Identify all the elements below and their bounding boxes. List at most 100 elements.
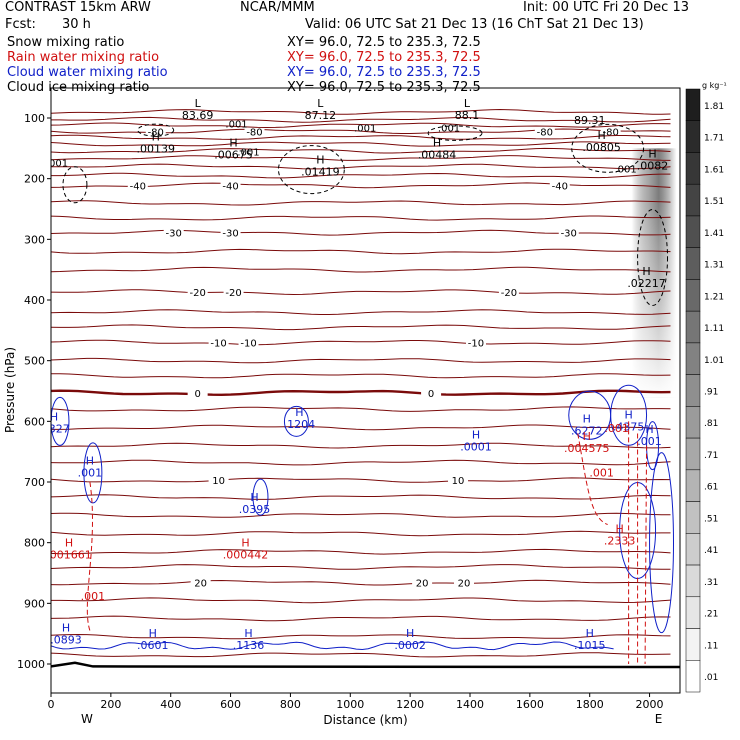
- cloud-water-contour: [83, 442, 103, 504]
- temp-label-bg: [208, 474, 229, 487]
- temp-contour: [51, 266, 671, 273]
- temp-label-bg: [534, 125, 555, 138]
- surface-line: [51, 661, 680, 669]
- colorbar-swatch: [685, 152, 701, 185]
- temp-label: -80: [148, 127, 164, 138]
- temp-label: 20: [458, 579, 471, 590]
- temp-contour: [51, 155, 671, 161]
- colorbar-swatch: [685, 501, 701, 534]
- temp-contour: [51, 248, 671, 255]
- temp-label: -20: [225, 288, 241, 299]
- high-marker: H: [433, 136, 441, 149]
- temp-contour: [51, 406, 671, 412]
- cloud-water-max-value: .4375: [613, 421, 645, 434]
- cloud-water-field-name: Cloud water mixing ratio: [7, 65, 168, 80]
- snow-field-name: Snow mixing ratio: [7, 35, 125, 50]
- cloud-ice-shading-fade: [631, 148, 677, 398]
- snow-contour-label: .001: [354, 123, 376, 134]
- temp-label-bg: [421, 386, 442, 399]
- x-tick-label: 0: [48, 698, 55, 711]
- extremum-value: 89.31: [574, 114, 606, 127]
- snow-contour: [571, 123, 645, 173]
- x-tick-label: 400: [160, 698, 181, 711]
- cloud-water-max-marker: H: [86, 455, 94, 468]
- x-axis-label: Distance (km): [323, 713, 407, 727]
- snow-contour-label: .001: [237, 148, 259, 159]
- temp-contour: [51, 324, 671, 331]
- cloud-water-max-value: .6272: [571, 424, 603, 437]
- temp-contour: [51, 652, 671, 658]
- rain-field-name: Rain water mixing ratio: [7, 50, 160, 65]
- temp-label: 0: [194, 389, 200, 400]
- temp-label-bg: [600, 125, 621, 138]
- colorbar-label: .91: [704, 388, 718, 398]
- x-tick-label: 1400: [456, 698, 484, 711]
- high-marker: H: [316, 153, 324, 166]
- temp-contour--20: [51, 289, 671, 296]
- colorbar-swatch: [685, 437, 701, 471]
- temp-label: -40: [552, 181, 568, 192]
- temp-contour: [51, 530, 671, 537]
- colorbar-swatch: [685, 310, 701, 344]
- colorbar-swatch: [685, 88, 701, 121]
- temp-contour: [51, 108, 671, 115]
- cloud-water-contour: [252, 478, 269, 516]
- temp-label: 0: [428, 389, 434, 400]
- temp-contour: [51, 633, 671, 640]
- temp-label-bg: [220, 179, 241, 192]
- cloud-water-max-marker: H: [406, 627, 414, 640]
- rain-max-value: .001661: [46, 549, 92, 562]
- rain-max-marker: H: [615, 523, 623, 536]
- temp-label-bg: [223, 286, 244, 299]
- colorbar-label: .11: [704, 641, 718, 651]
- snow-contour: [137, 123, 175, 137]
- colorbar-swatch: [685, 374, 701, 407]
- temp-contour: [51, 147, 671, 154]
- high-marker: H: [598, 129, 606, 142]
- snow-contour-label: .001: [438, 123, 460, 134]
- temp-contour: [51, 200, 671, 206]
- cloud-water-max-marker: H: [250, 491, 258, 504]
- temp-contour: [51, 494, 671, 500]
- cloud-water-max-marker: H: [624, 409, 632, 422]
- y-tick-label: 900: [24, 597, 45, 610]
- colorbar-label: 1.31: [704, 261, 724, 271]
- temp-contour: [51, 172, 671, 179]
- temp-contour: [51, 134, 671, 140]
- rain-contour: [577, 433, 608, 525]
- colorbar-label: .51: [704, 514, 718, 524]
- rain-max-value: .001: [589, 467, 614, 480]
- org-label: NCAR/MMM: [240, 0, 315, 15]
- forecast-label: Fcst:: [5, 17, 36, 32]
- rain-max-marker: H: [241, 537, 249, 550]
- x-tick-label: 1000: [336, 698, 364, 711]
- temp-label: -30: [561, 229, 577, 240]
- init-time: Init: 00 UTC Fri 20 Dec 13: [523, 0, 689, 15]
- cloud-water-max-marker: H: [244, 627, 252, 640]
- temp-label-bg: [190, 576, 211, 589]
- temp-label: -30: [166, 229, 182, 240]
- colorbar-swatch: [685, 215, 701, 248]
- temp-label: 10: [452, 476, 465, 487]
- rain-contour: [644, 445, 648, 665]
- y-tick-label: 700: [24, 476, 45, 489]
- cloud-water-max-marker: H: [295, 406, 303, 419]
- colorbar-swatch: [685, 406, 701, 439]
- rain-max-value: .004575: [564, 442, 610, 455]
- y-tick-label: 300: [24, 233, 45, 246]
- temp-label: -80: [602, 127, 618, 138]
- snow-field-xy: XY= 96.0, 72.5 to 235.3, 72.5: [287, 35, 481, 50]
- temp-contour: [51, 424, 671, 431]
- colorbar-swatch: [685, 120, 701, 153]
- temp-contour: [51, 548, 671, 555]
- rain-max-value: .001: [81, 590, 106, 603]
- cloud-water-max-value: .0601: [137, 639, 169, 652]
- temp-label: -30: [222, 229, 238, 240]
- temp-label-bg: [558, 226, 579, 239]
- cloud-water-max-value: .0893: [50, 634, 82, 647]
- snow-contour: [427, 125, 483, 141]
- temp-label-bg: [244, 125, 265, 138]
- colorbar-swatch: [685, 247, 701, 280]
- y-axis-label: Pressure (hPa): [3, 347, 17, 433]
- temp-contour: [51, 163, 671, 170]
